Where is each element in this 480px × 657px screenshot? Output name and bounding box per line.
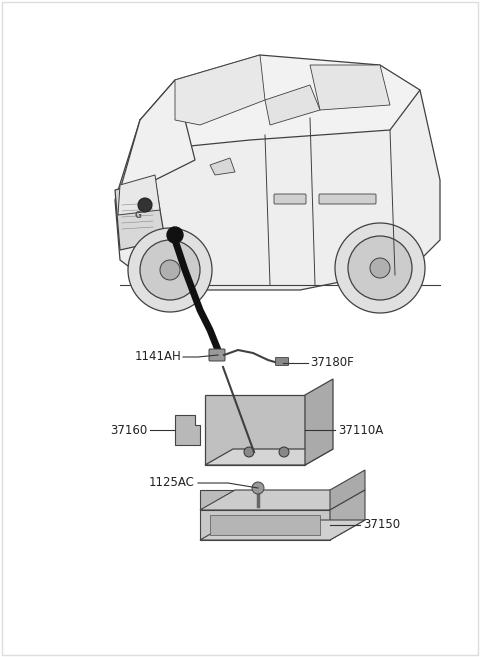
Circle shape xyxy=(140,240,200,300)
Circle shape xyxy=(252,482,264,494)
FancyBboxPatch shape xyxy=(319,194,376,204)
FancyBboxPatch shape xyxy=(209,349,225,361)
Circle shape xyxy=(244,447,254,457)
Polygon shape xyxy=(120,80,195,190)
Text: 37160: 37160 xyxy=(110,424,147,436)
Circle shape xyxy=(370,258,390,278)
Polygon shape xyxy=(205,395,305,465)
Polygon shape xyxy=(205,449,333,465)
Polygon shape xyxy=(175,415,200,445)
FancyBboxPatch shape xyxy=(274,194,306,204)
Polygon shape xyxy=(118,175,160,215)
Circle shape xyxy=(138,198,152,212)
Circle shape xyxy=(128,228,212,312)
Polygon shape xyxy=(200,490,365,510)
Polygon shape xyxy=(115,180,165,250)
Polygon shape xyxy=(330,490,365,540)
Polygon shape xyxy=(140,55,420,150)
Polygon shape xyxy=(115,90,440,290)
Polygon shape xyxy=(200,520,365,540)
Polygon shape xyxy=(330,470,365,510)
Circle shape xyxy=(335,223,425,313)
Polygon shape xyxy=(200,490,330,510)
Circle shape xyxy=(348,236,412,300)
Text: 37110A: 37110A xyxy=(338,424,383,436)
Circle shape xyxy=(160,260,180,280)
Polygon shape xyxy=(305,379,333,465)
Polygon shape xyxy=(210,158,235,175)
Text: 37180F: 37180F xyxy=(310,357,354,369)
Polygon shape xyxy=(210,515,320,535)
Circle shape xyxy=(279,447,289,457)
Polygon shape xyxy=(200,510,330,540)
FancyBboxPatch shape xyxy=(276,357,288,365)
Text: G: G xyxy=(134,210,142,219)
Text: 37150: 37150 xyxy=(363,518,400,532)
Text: 1141AH: 1141AH xyxy=(134,350,181,363)
Polygon shape xyxy=(310,65,390,110)
Polygon shape xyxy=(175,55,265,125)
Polygon shape xyxy=(265,85,320,125)
Circle shape xyxy=(167,227,183,243)
Text: 1125AC: 1125AC xyxy=(149,476,195,489)
